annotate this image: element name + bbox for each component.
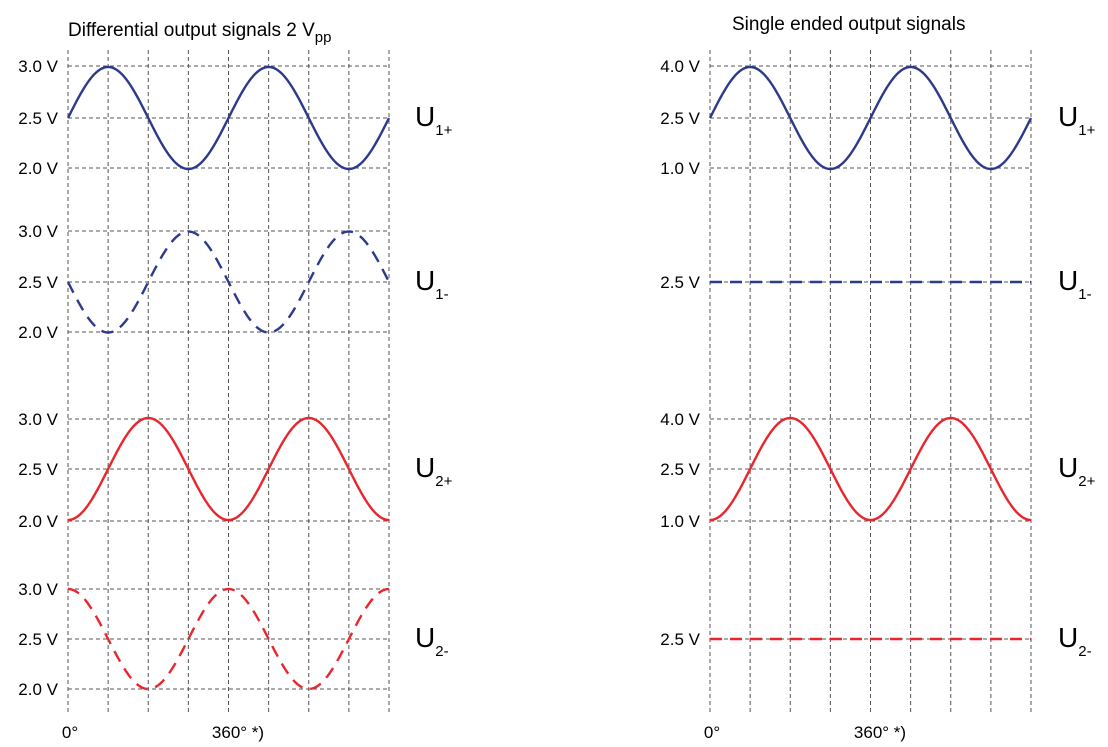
voltage-label-bottom: 2.0 V — [18, 680, 58, 699]
signal-label-u1p: U1+ — [415, 101, 453, 139]
voltage-label-bottom: 1.0 V — [660, 512, 700, 531]
signal-label-u1m: U1- — [1058, 265, 1092, 303]
grid-single-ended — [709, 50, 1032, 712]
voltage-label-top: 3.0 V — [18, 57, 58, 76]
voltage-label-mid: 2.5 V — [660, 630, 700, 649]
axis-labels-single-ended: 4.0 V 2.5 V 1.0 V U1+ 2.5 V U1- 4.0 V 2.5 V 1.0 … — [660, 57, 1095, 660]
voltage-label-mid: 2.5 V — [18, 109, 58, 128]
signal-label-u2p: U2+ — [415, 452, 453, 490]
voltage-label-top: 4.0 V — [660, 57, 700, 76]
waveform-u1p — [708, 65, 1033, 171]
voltage-label-mid: 2.5 V — [18, 630, 58, 649]
x-label-360: 360° *) — [854, 723, 906, 742]
waveform-u2p — [67, 416, 390, 522]
waveform-u1m — [66, 230, 391, 334]
x-label-360: 360° *) — [212, 723, 264, 742]
signal-label-u1p: U1+ — [1058, 101, 1096, 139]
voltage-label-mid: 2.5 V — [660, 109, 700, 128]
signal-label-u1m: U1- — [415, 265, 449, 303]
voltage-label-mid: 2.5 V — [660, 460, 700, 479]
panel-title-single-ended: Single ended output signals — [732, 14, 965, 35]
x-label-start: 0° — [62, 723, 78, 742]
panel-differential: Differential output signals 2 Vpp 3.0 V 2… — [18, 20, 452, 742]
panel-single-ended: Single ended output signals 4.0 V 2.5 V 1.… — [660, 14, 1095, 742]
waveform-u2m — [67, 587, 390, 691]
voltage-label-bottom: 2.0 V — [18, 323, 58, 342]
voltage-label-bottom: 2.0 V — [18, 159, 58, 178]
signal-label-u2p: U2+ — [1058, 452, 1096, 490]
voltage-label-mid: 2.5 V — [18, 460, 58, 479]
voltage-label-bottom: 2.0 V — [18, 512, 58, 531]
signal-label-u2m: U2- — [415, 622, 449, 660]
grid-differential — [67, 50, 390, 712]
voltage-label-mid: 2.5 V — [18, 273, 58, 292]
waves-differential — [66, 65, 391, 691]
axis-labels-differential: 3.0 V 2.5 V 2.0 V U1+ 3.0 V 2.5 V 2.0 V U1- 3.0 … — [18, 57, 452, 699]
x-label-start: 0° — [704, 723, 720, 742]
voltage-label-bottom: 1.0 V — [660, 159, 700, 178]
voltage-label-mid: 2.5 V — [660, 273, 700, 292]
signal-label-u2m: U2- — [1058, 622, 1092, 660]
waves-single-ended — [708, 65, 1033, 641]
waveform-u1p — [66, 65, 391, 171]
voltage-label-top: 3.0 V — [18, 410, 58, 429]
waveform-u2p — [709, 416, 1032, 522]
panel-title-differential: Differential output signals 2 Vpp — [68, 20, 331, 46]
voltage-label-top: 3.0 V — [18, 222, 58, 241]
voltage-label-top: 4.0 V — [660, 410, 700, 429]
voltage-label-top: 3.0 V — [18, 580, 58, 599]
